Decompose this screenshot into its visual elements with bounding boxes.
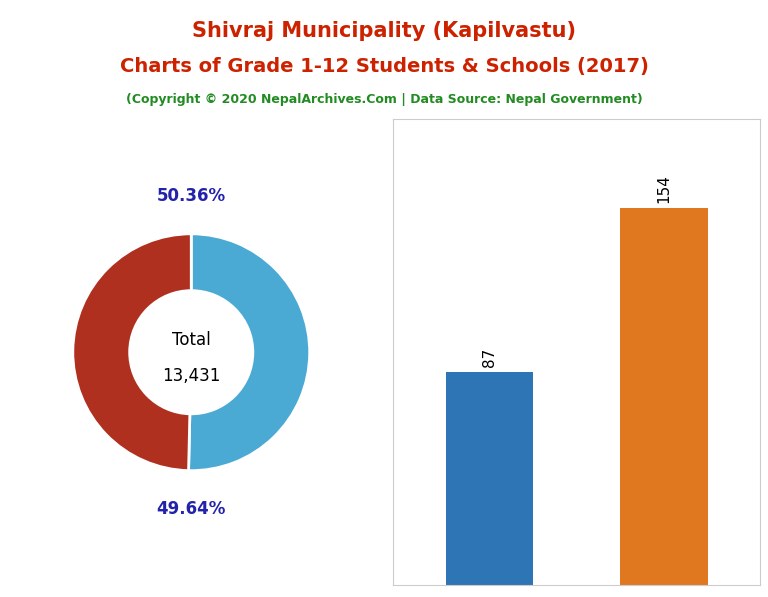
Text: 50.36%: 50.36% <box>157 187 226 205</box>
Text: 13,431: 13,431 <box>162 367 220 385</box>
Wedge shape <box>189 234 310 470</box>
Text: Shivraj Municipality (Kapilvastu): Shivraj Municipality (Kapilvastu) <box>192 21 576 41</box>
Text: 87: 87 <box>482 347 497 367</box>
Bar <box>621 208 708 585</box>
Bar <box>445 372 533 585</box>
Text: Charts of Grade 1-12 Students & Schools (2017): Charts of Grade 1-12 Students & Schools … <box>120 57 648 76</box>
Text: 154: 154 <box>657 174 672 203</box>
Text: 49.64%: 49.64% <box>157 500 226 518</box>
Wedge shape <box>73 234 191 470</box>
Text: Total: Total <box>172 331 210 349</box>
Text: (Copyright © 2020 NepalArchives.Com | Data Source: Nepal Government): (Copyright © 2020 NepalArchives.Com | Da… <box>126 93 642 106</box>
